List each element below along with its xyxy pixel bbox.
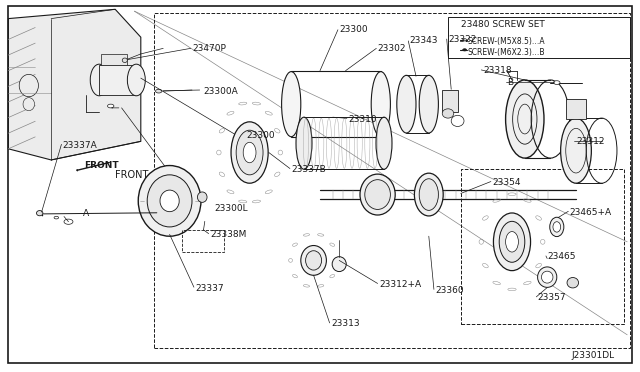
Ellipse shape xyxy=(243,142,256,163)
Text: 23480 SCREW SET: 23480 SCREW SET xyxy=(461,20,545,29)
Text: 23313: 23313 xyxy=(332,319,360,328)
Text: 23312+A: 23312+A xyxy=(379,280,421,289)
Ellipse shape xyxy=(499,221,525,262)
Text: 23300: 23300 xyxy=(339,25,368,34)
Ellipse shape xyxy=(122,58,127,62)
Text: 23337A: 23337A xyxy=(63,141,97,150)
Text: 23357: 23357 xyxy=(538,293,566,302)
Ellipse shape xyxy=(306,251,322,270)
Ellipse shape xyxy=(231,122,268,183)
Ellipse shape xyxy=(236,130,263,175)
Text: 23354: 23354 xyxy=(493,178,522,187)
Ellipse shape xyxy=(19,74,38,97)
Ellipse shape xyxy=(376,117,392,169)
Ellipse shape xyxy=(108,104,114,108)
Text: 23465+A: 23465+A xyxy=(570,208,612,217)
Ellipse shape xyxy=(360,174,396,215)
Ellipse shape xyxy=(160,190,179,212)
Ellipse shape xyxy=(138,166,201,236)
Text: FRONT: FRONT xyxy=(115,170,148,180)
Text: 23302: 23302 xyxy=(378,44,406,53)
Ellipse shape xyxy=(442,109,454,118)
Ellipse shape xyxy=(397,75,416,133)
Text: 23465: 23465 xyxy=(547,252,576,261)
Ellipse shape xyxy=(419,75,438,133)
Text: B: B xyxy=(508,78,514,87)
Ellipse shape xyxy=(463,49,467,51)
Text: A: A xyxy=(83,209,90,218)
Ellipse shape xyxy=(493,213,531,271)
Ellipse shape xyxy=(567,278,579,288)
Bar xyxy=(448,17,630,58)
Ellipse shape xyxy=(506,80,544,158)
Text: 23300L: 23300L xyxy=(214,204,248,213)
Ellipse shape xyxy=(506,231,518,252)
Text: 23343: 23343 xyxy=(410,36,438,45)
Ellipse shape xyxy=(419,179,438,211)
Text: J23301DL: J23301DL xyxy=(572,351,614,360)
Text: 23300A: 23300A xyxy=(204,87,238,96)
Text: 23322: 23322 xyxy=(448,35,476,44)
Text: 23338M: 23338M xyxy=(210,230,246,239)
Ellipse shape xyxy=(36,211,43,216)
Ellipse shape xyxy=(156,89,162,93)
Text: FRONT: FRONT xyxy=(84,161,119,170)
Text: 23470P: 23470P xyxy=(192,44,226,53)
Bar xyxy=(99,65,136,95)
Ellipse shape xyxy=(282,71,301,137)
Ellipse shape xyxy=(365,180,390,209)
Text: 23337: 23337 xyxy=(195,284,224,293)
Bar xyxy=(461,169,624,324)
Text: SCREW-(M6X2.3)…B: SCREW-(M6X2.3)…B xyxy=(467,48,545,57)
Ellipse shape xyxy=(553,222,561,232)
Ellipse shape xyxy=(332,257,346,272)
Ellipse shape xyxy=(561,118,591,183)
Text: 23312: 23312 xyxy=(576,137,605,146)
Ellipse shape xyxy=(550,217,564,237)
Ellipse shape xyxy=(541,271,553,283)
Ellipse shape xyxy=(296,117,312,169)
Ellipse shape xyxy=(463,39,467,41)
Text: 23318: 23318 xyxy=(483,66,512,75)
Ellipse shape xyxy=(23,98,35,111)
Ellipse shape xyxy=(147,175,192,227)
Bar xyxy=(566,99,586,119)
Text: SCREW-(M5X8.5)…A: SCREW-(M5X8.5)…A xyxy=(467,37,545,46)
Bar xyxy=(101,54,127,65)
Text: 23337B: 23337B xyxy=(291,165,326,174)
Ellipse shape xyxy=(197,192,207,202)
Ellipse shape xyxy=(554,81,560,84)
Polygon shape xyxy=(8,9,141,160)
Ellipse shape xyxy=(54,217,59,219)
Ellipse shape xyxy=(90,64,108,96)
Ellipse shape xyxy=(538,267,557,287)
Ellipse shape xyxy=(127,64,145,96)
Bar xyxy=(154,13,630,348)
Text: 23300: 23300 xyxy=(246,131,275,140)
Bar xyxy=(442,90,458,112)
Ellipse shape xyxy=(415,173,444,216)
Ellipse shape xyxy=(301,246,326,275)
Text: 23360: 23360 xyxy=(435,286,464,295)
Bar xyxy=(182,230,224,252)
Text: 23310: 23310 xyxy=(349,115,378,124)
Ellipse shape xyxy=(371,71,390,137)
